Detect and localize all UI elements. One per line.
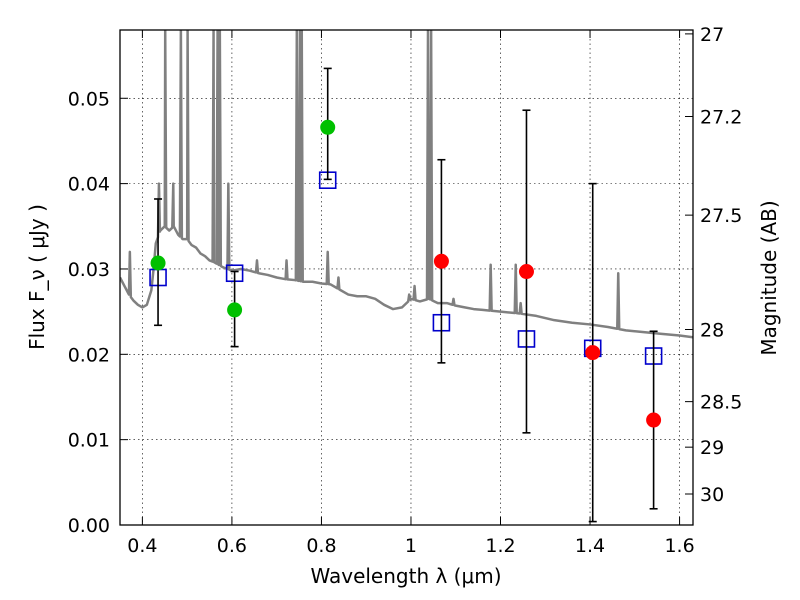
x-tick-label: 0.8 <box>306 535 336 557</box>
observed-point <box>585 345 601 361</box>
y-tick-label: 0.01 <box>68 430 110 452</box>
y-tick-label: 0.02 <box>68 344 110 366</box>
grid <box>120 30 693 526</box>
spectrum-line <box>120 30 693 339</box>
y-tick-label: 0.00 <box>68 515 110 537</box>
observed-point <box>227 302 243 318</box>
y-tick-label: 0.05 <box>68 88 110 110</box>
observed-point <box>150 255 166 271</box>
x-tick-label: 1.2 <box>485 535 515 557</box>
observed-photometry-layer <box>150 67 662 523</box>
ticks: 0.4 0.6 0.8 1 1.2 1.4 1.6 0.00 0.01 0.02 0.03 0.04 0… <box>68 24 743 557</box>
observed-point <box>646 412 662 428</box>
observed-point <box>320 119 336 135</box>
right-tick-label: 27 <box>700 24 724 46</box>
right-tick-label: 30 <box>700 484 724 506</box>
right-tick-label: 28.5 <box>700 392 742 414</box>
x-tick-label: 1 <box>405 535 417 557</box>
x-tick-label: 1.4 <box>575 535 605 557</box>
right-tick-label: 27.5 <box>700 205 742 227</box>
observed-point <box>433 253 449 269</box>
x-axis-label: Wavelength λ (μm) <box>310 564 501 588</box>
x-tick-label: 0.4 <box>127 535 157 557</box>
right-tick-label: 27.2 <box>700 107 742 129</box>
spectrum-layer <box>120 30 693 339</box>
right-axis-label: Magnitude (AB) <box>757 200 781 355</box>
observed-point <box>518 264 534 280</box>
right-tick-label: 28 <box>700 319 724 341</box>
y-tick-label: 0.03 <box>68 259 110 281</box>
y-tick-label: 0.04 <box>68 174 110 196</box>
x-tick-label: 1.6 <box>664 535 694 557</box>
y-axis-label: Flux F_ν ( μJy ) <box>25 204 49 350</box>
x-tick-label: 0.6 <box>217 535 247 557</box>
right-tick-label: 29 <box>700 437 724 459</box>
plot-frame <box>119 29 694 526</box>
